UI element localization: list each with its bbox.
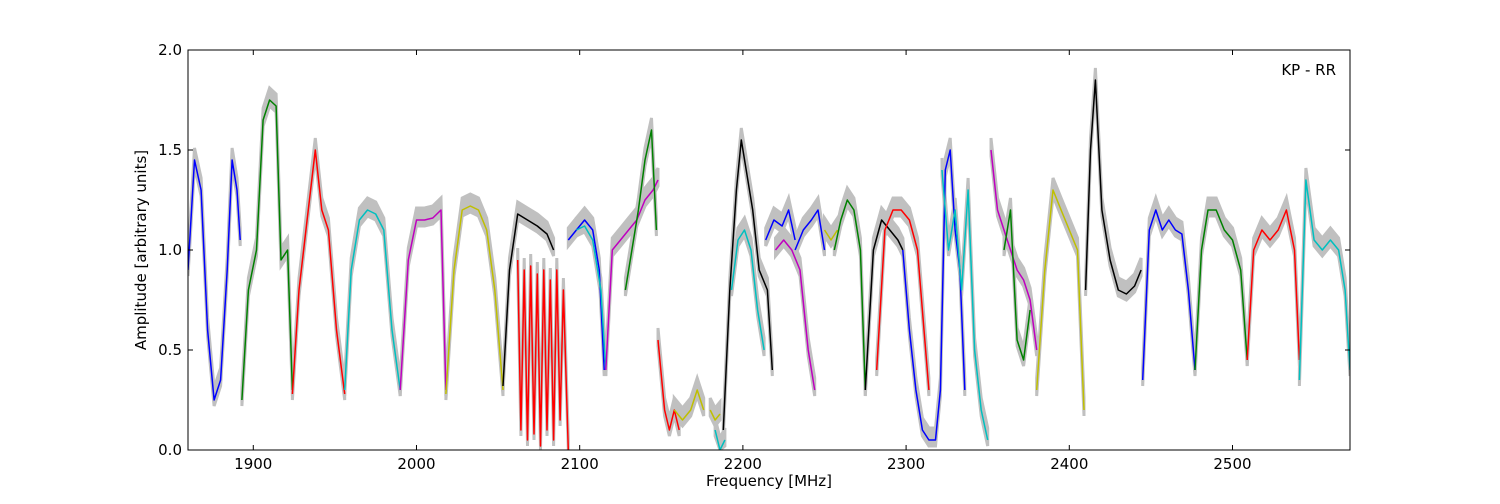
series-line	[1003, 209, 1031, 361]
x-tick-label: 1900	[234, 455, 272, 473]
envelope-band	[501, 199, 556, 393]
x-tick-label: 2400	[1050, 455, 1088, 473]
envelope-band	[343, 196, 402, 397]
series-line	[794, 209, 826, 251]
series-line	[445, 205, 504, 395]
series-line	[990, 149, 1038, 351]
envelope-band	[398, 194, 448, 397]
series-line	[730, 229, 765, 351]
x-axis: 1900 2000 2100 2200 2300 2400 2500	[234, 50, 1252, 473]
y-axis-label: Amplitude [arbitrary units]	[132, 150, 150, 350]
series-line	[399, 209, 447, 391]
y-tick-label: 1.5	[158, 141, 182, 159]
series-line	[833, 199, 867, 391]
plot-annotation: KP - RR	[1281, 61, 1336, 79]
series-line	[941, 169, 989, 441]
envelope-band	[623, 117, 658, 297]
envelope-band	[730, 214, 766, 357]
series-line	[657, 339, 680, 431]
envelope-band	[832, 184, 867, 397]
series-line	[875, 209, 930, 391]
series-line	[902, 149, 966, 441]
series-line	[502, 213, 555, 387]
series-line	[188, 159, 241, 401]
series-line	[1084, 79, 1142, 295]
series-line	[864, 219, 904, 391]
series-line	[516, 259, 570, 450]
series-line	[1035, 189, 1085, 411]
x-tick-label: 2200	[724, 455, 762, 473]
envelope-band	[672, 373, 706, 429]
envelope-layer	[188, 67, 1350, 450]
series-line	[624, 129, 658, 291]
envelope-band	[1193, 196, 1249, 377]
x-tick-label: 2500	[1213, 455, 1251, 473]
plot-frame	[187, 49, 1351, 451]
series-line	[291, 149, 346, 395]
series-line	[714, 429, 726, 450]
y-axis: 0.0 0.5 1.0 1.5 2.0	[158, 41, 1350, 459]
series-line	[1194, 209, 1248, 371]
envelope-band	[1035, 177, 1086, 417]
series-line	[673, 389, 705, 421]
y-tick-label: 2.0	[158, 41, 182, 59]
x-tick-label: 2000	[397, 455, 435, 473]
y-tick-label: 0.0	[158, 441, 182, 459]
series-line	[1298, 179, 1350, 381]
series-line	[343, 209, 401, 391]
envelope-band	[444, 192, 505, 401]
series-line	[605, 179, 659, 371]
envelope-band	[875, 196, 931, 397]
envelope-band	[604, 167, 660, 377]
y-tick-label: 0.5	[158, 341, 182, 359]
series-line	[1141, 209, 1196, 381]
envelope-band	[901, 137, 967, 448]
series-line	[765, 209, 796, 241]
series-line	[774, 239, 816, 391]
envelope-band	[708, 397, 722, 429]
series-layer	[188, 79, 1350, 450]
series-line	[709, 409, 721, 421]
series-line	[576, 225, 607, 371]
series-line	[241, 99, 294, 401]
series-line	[823, 229, 839, 241]
envelope-band	[188, 147, 242, 407]
series-line	[1246, 209, 1301, 361]
envelope-band	[240, 85, 294, 407]
x-tick-label: 2100	[561, 455, 599, 473]
y-tick-label: 1.0	[158, 241, 182, 259]
x-axis-label: Frequency [MHz]	[706, 472, 832, 490]
series-line	[722, 139, 774, 431]
envelope-band	[1245, 192, 1301, 367]
x-tick-label: 2300	[887, 455, 925, 473]
